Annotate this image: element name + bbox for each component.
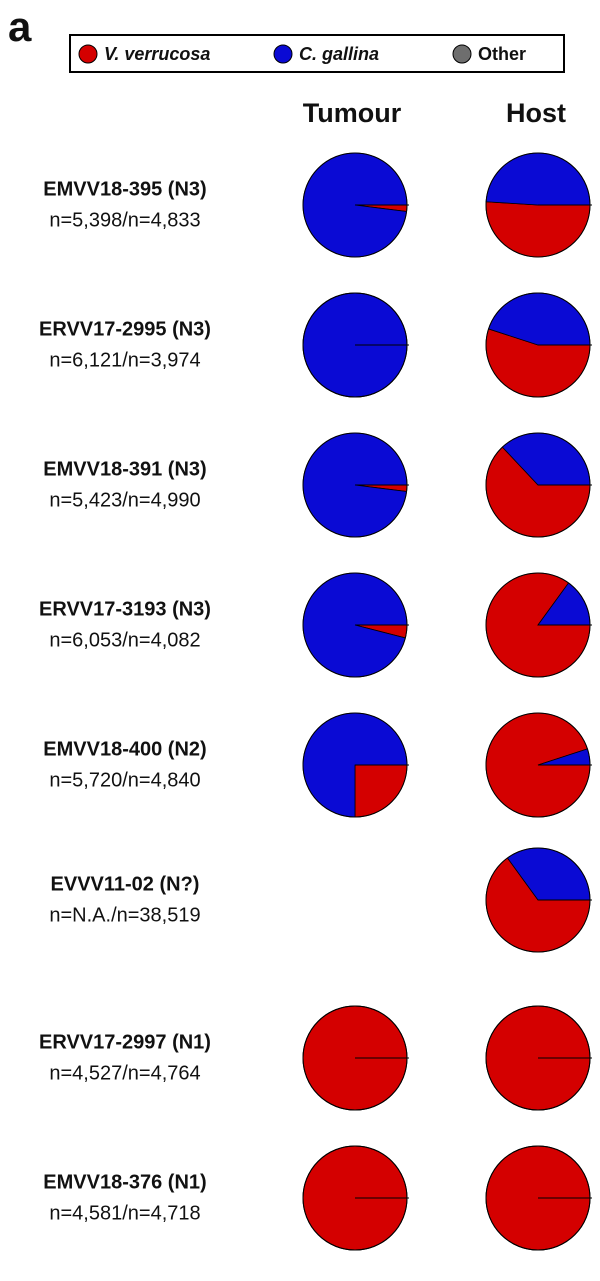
row-label: ERVV17-2995 (N3) (39, 318, 211, 340)
pie-outline (302, 432, 408, 538)
pie-outline (485, 432, 591, 538)
column-header: Tumour (303, 98, 402, 128)
legend-swatch (452, 44, 472, 64)
pie-outline (302, 292, 408, 398)
column-header: Host (506, 98, 566, 128)
legend-label: C. gallina (299, 44, 379, 64)
legend-label: Other (478, 44, 526, 64)
row-label: EMVV18-395 (N3) (43, 178, 206, 200)
pie-outline (302, 712, 408, 818)
pie-outline (485, 1145, 591, 1251)
legend-swatch (273, 44, 293, 64)
pie-outline (485, 1005, 591, 1111)
row-label: ERVV17-3193 (N3) (39, 598, 211, 620)
legend-label: V. verrucosa (104, 44, 210, 64)
row-label: EVVV11-02 (N?) (51, 873, 200, 895)
row-counts: n=5,720/n=4,840 (49, 769, 200, 791)
pie-slice (485, 201, 591, 258)
pie-outline (485, 292, 591, 398)
row-counts: n=4,527/n=4,764 (49, 1062, 200, 1084)
pie-slice (354, 764, 408, 818)
row-counts: n=N.A./n=38,519 (49, 904, 200, 926)
pie-outline (485, 152, 591, 258)
row-counts: n=6,053/n=4,082 (49, 629, 200, 651)
pie-outline (302, 572, 408, 678)
pie-outline (485, 712, 591, 818)
row-counts: n=6,121/n=3,974 (49, 349, 200, 371)
pie-outline (485, 847, 591, 953)
pie-slice (485, 152, 591, 206)
row-label: EMVV18-400 (N2) (43, 738, 206, 760)
row-counts: n=4,581/n=4,718 (49, 1202, 200, 1224)
legend-swatch (78, 44, 98, 64)
pie-outline (302, 152, 408, 258)
row-label: EMVV18-376 (N1) (43, 1171, 206, 1193)
pie-outline (302, 1145, 408, 1251)
row-counts: n=5,423/n=4,990 (49, 489, 200, 511)
pie-outline (302, 1005, 408, 1111)
pie-outline (485, 572, 591, 678)
legend-box (69, 34, 565, 73)
panel-label: a (8, 3, 32, 50)
row-label: EMVV18-391 (N3) (43, 458, 206, 480)
row-counts: n=5,398/n=4,833 (49, 209, 200, 231)
row-label: ERVV17-2997 (N1) (39, 1031, 211, 1053)
